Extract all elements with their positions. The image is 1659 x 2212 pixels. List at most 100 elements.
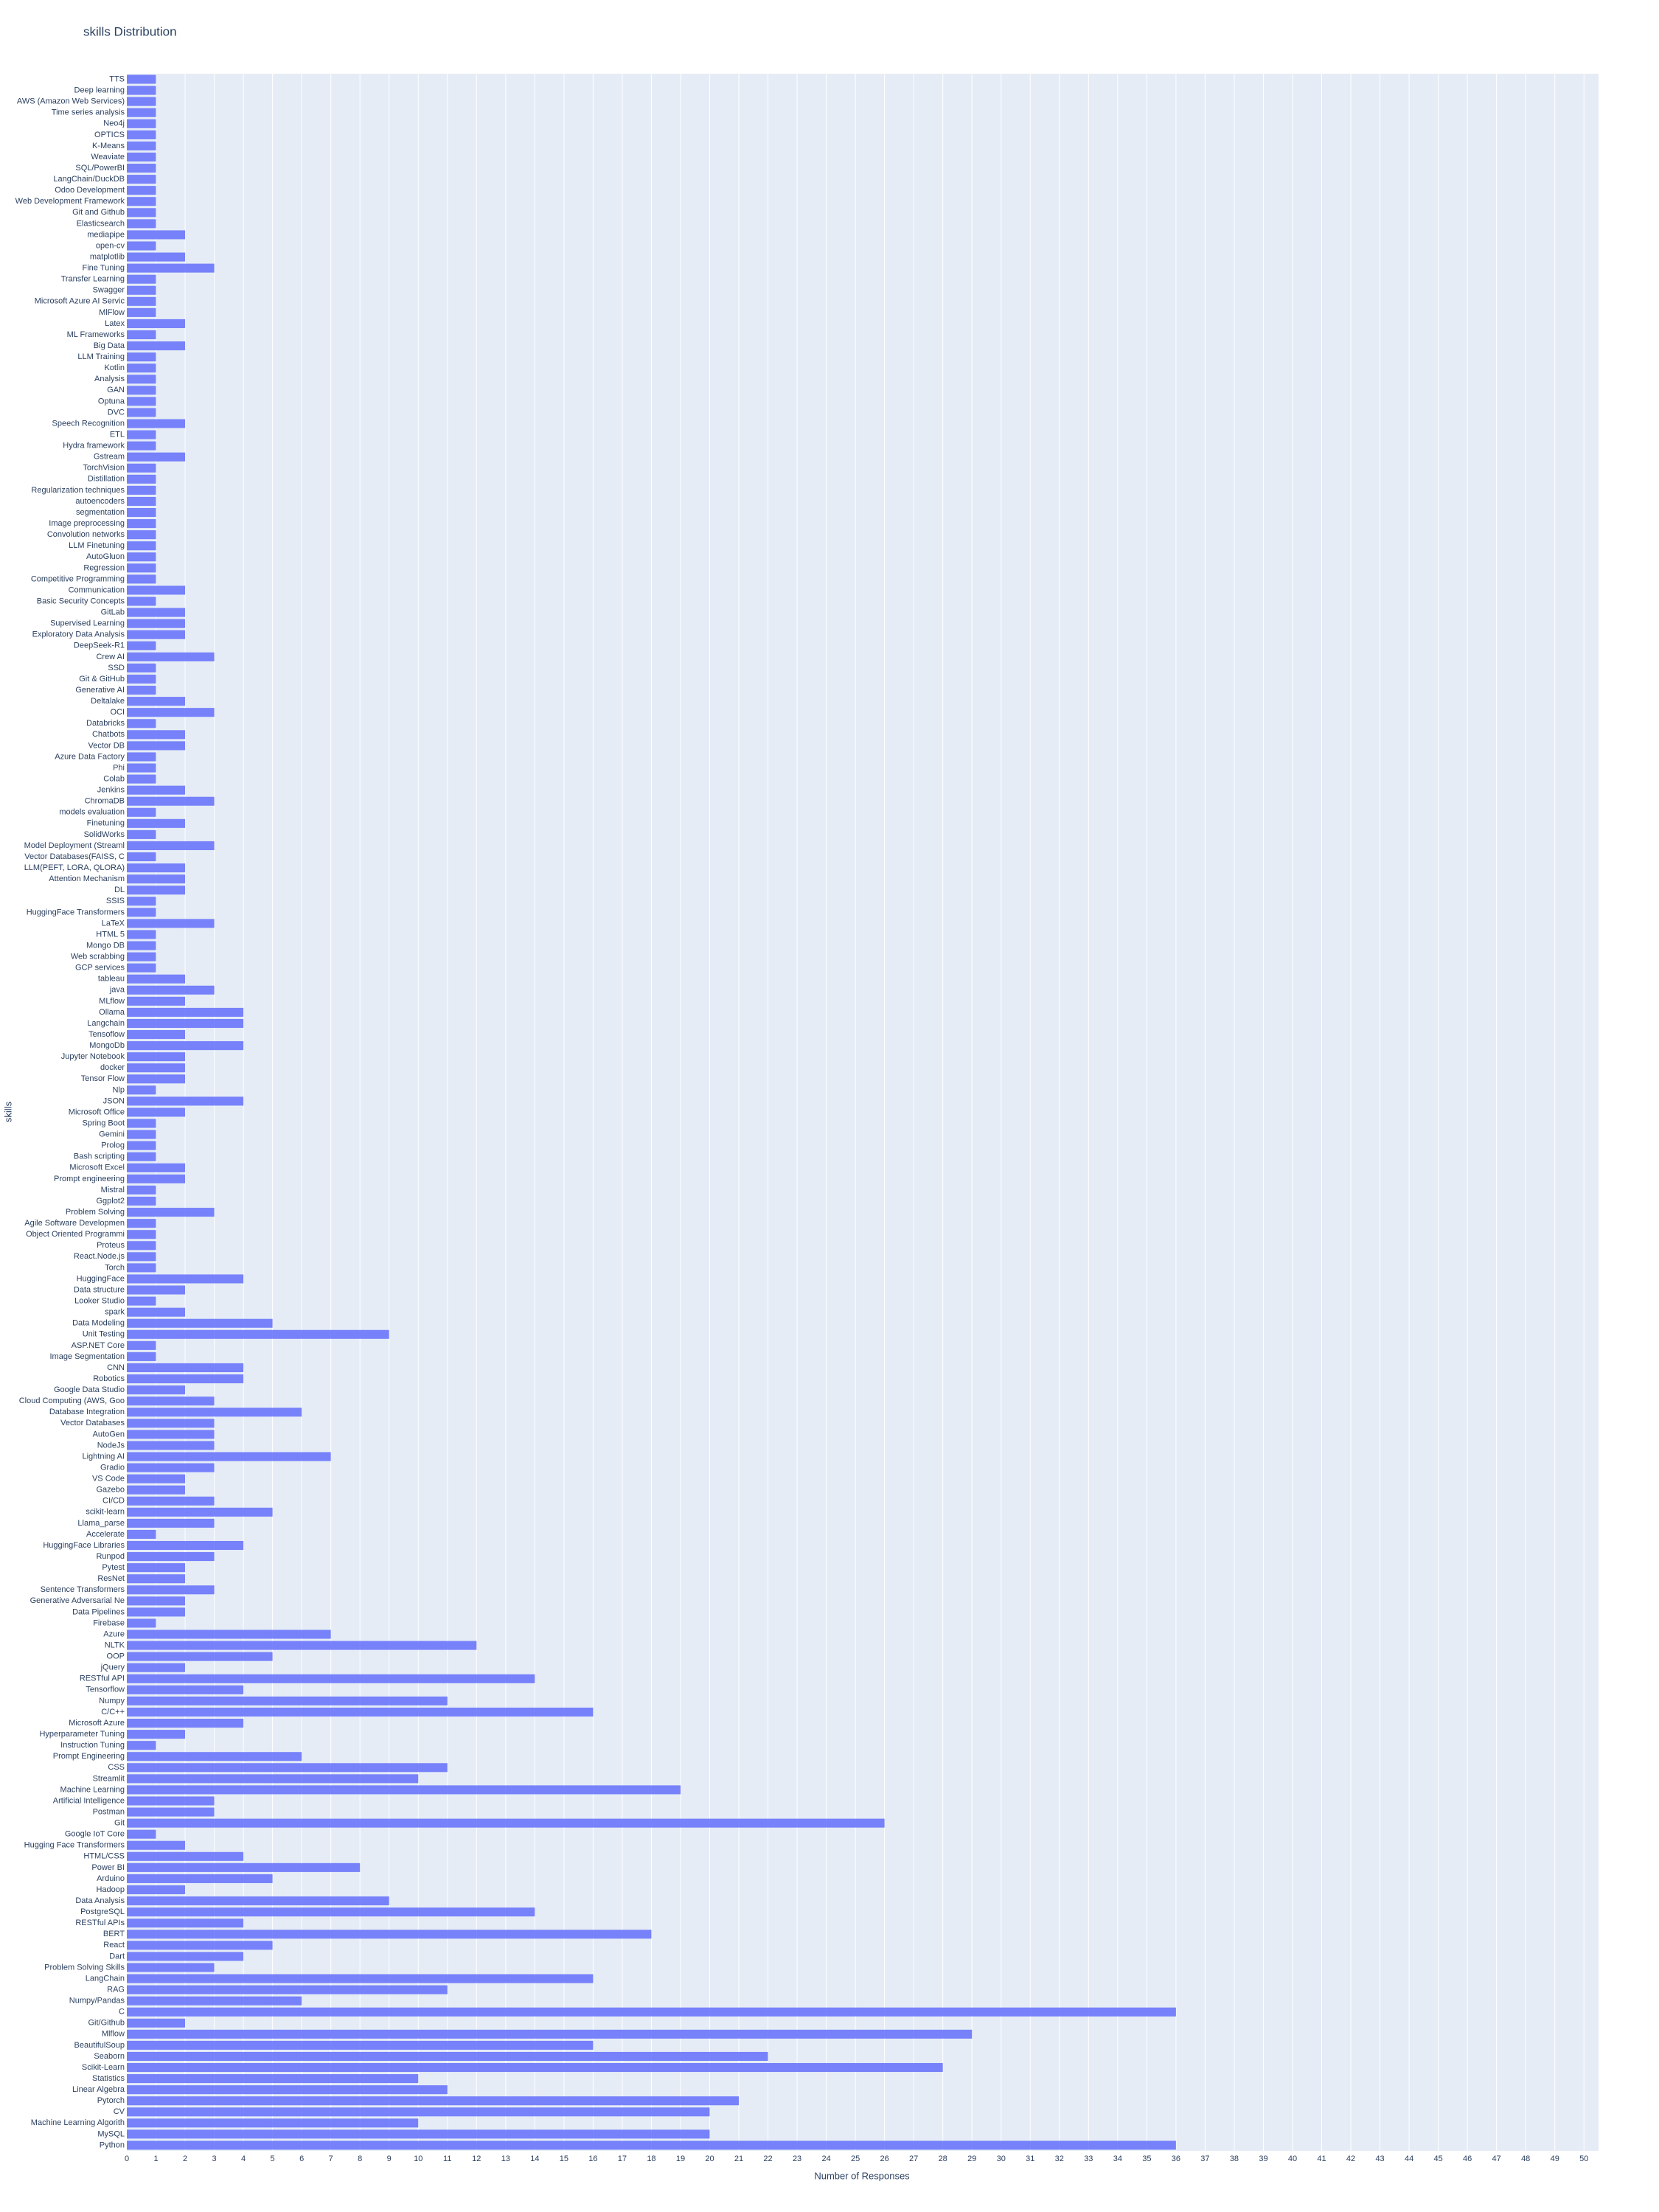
y-tick-label: Numpy	[99, 1697, 125, 1705]
bar	[127, 563, 156, 573]
bar	[127, 1363, 244, 1373]
x-tick-label: 45	[1433, 2154, 1442, 2163]
y-tick-label: Agile Software Developmen	[24, 1219, 125, 1228]
y-tick-label: Numpy/Pandas	[69, 1997, 125, 2006]
y-tick-label: C/C++	[101, 1708, 125, 1717]
x-tick-label: 4	[241, 2154, 246, 2163]
y-tick-label: Langchain	[87, 1019, 125, 1028]
bar	[127, 641, 156, 650]
bar	[127, 2118, 419, 2128]
y-tick-label: Generative Adversarial Ne	[30, 1596, 125, 1605]
x-tick-label: 31	[1026, 2154, 1034, 2163]
bar	[127, 908, 156, 917]
y-tick-label: Statistics	[92, 2074, 125, 2083]
bar	[127, 1329, 389, 1339]
y-tick-label: BeautifulSoup	[74, 2041, 125, 2050]
x-tick-label: 44	[1405, 2154, 1413, 2163]
bar	[127, 1518, 215, 1528]
bar	[127, 2040, 594, 2050]
bar	[127, 763, 156, 773]
bar	[127, 886, 186, 895]
bar	[127, 774, 156, 784]
bar	[127, 1352, 156, 1361]
bar	[127, 686, 156, 695]
y-tick-label: Gazebo	[96, 1486, 125, 1495]
y-tick-label: Git & GitHub	[79, 675, 125, 684]
y-tick-label: Transfer Learning	[61, 275, 125, 284]
y-tick-label: java	[109, 986, 125, 995]
y-tick-label: LLM Finetuning	[69, 541, 125, 550]
y-tick-label: Runpod	[96, 1552, 125, 1561]
bar	[127, 307, 156, 317]
bar	[127, 1818, 885, 1828]
bar	[127, 1296, 156, 1306]
bar	[127, 963, 156, 973]
bar	[127, 74, 156, 84]
bar	[127, 1208, 215, 1217]
bar	[127, 1007, 244, 1017]
y-tick-label: Generative AI	[75, 686, 125, 695]
bar	[127, 830, 156, 839]
bar	[127, 430, 156, 439]
bar	[127, 496, 156, 506]
bar	[127, 1919, 244, 1928]
bar	[127, 619, 186, 628]
y-tick-label: CNN	[107, 1363, 125, 1372]
bar	[127, 941, 156, 950]
x-tick-label: 1	[153, 2154, 158, 2163]
bar	[127, 807, 156, 817]
y-tick-label: SQL/PowerBI	[75, 164, 125, 173]
bar	[127, 1174, 186, 1183]
bar	[127, 1219, 156, 1228]
y-tick-label: Prolog	[101, 1141, 125, 1150]
bar	[127, 330, 156, 340]
y-tick-label: Object Oriented Programmi	[26, 1230, 125, 1239]
y-tick-label: Convolution networks	[47, 530, 125, 539]
bar	[127, 1963, 215, 1972]
bar	[127, 1674, 535, 1683]
y-tick-label: AutoGluon	[86, 552, 125, 561]
bar	[127, 874, 186, 884]
bar	[127, 1630, 331, 1639]
bar	[127, 1018, 244, 1029]
bar	[127, 108, 156, 117]
bar	[127, 241, 156, 251]
bar	[127, 1618, 156, 1628]
bar	[127, 1563, 186, 1573]
y-tick-label: Scikit-Learn	[82, 2063, 125, 2072]
x-tick-label: 49	[1551, 2154, 1559, 2163]
y-tick-label: Unit Testing	[83, 1330, 125, 1339]
x-tick-label: 11	[443, 2154, 451, 2163]
bar	[127, 919, 215, 928]
bar	[127, 1807, 215, 1817]
bar	[127, 485, 156, 495]
y-tick-label: Pytorch	[97, 2096, 125, 2105]
bar	[127, 1574, 186, 1584]
bar	[127, 1041, 244, 1051]
bar	[127, 1085, 156, 1095]
bar	[127, 463, 156, 473]
x-tick-label: 24	[821, 2154, 830, 2163]
y-tick-label: Proteus	[97, 1241, 125, 1250]
bar	[127, 930, 156, 939]
y-tick-label: MySQL	[97, 2129, 125, 2138]
bar	[127, 1685, 244, 1694]
y-tick-label: Finetuning	[87, 819, 125, 828]
bar	[127, 585, 186, 595]
y-tick-label: Crew AI	[96, 653, 125, 661]
bar	[127, 852, 156, 862]
y-tick-label: Machine Learning	[60, 1785, 125, 1794]
y-tick-label: Exploratory Data Analysis	[32, 630, 125, 639]
y-tick-label: Deep learning	[74, 86, 125, 95]
bar	[127, 1641, 477, 1650]
bar	[127, 1952, 244, 1961]
y-axis-title: skills	[2, 1101, 13, 1122]
bar	[127, 1785, 681, 1795]
y-tick-label: Competitive Programming	[31, 574, 125, 583]
y-tick-label: Firebase	[93, 1618, 125, 1627]
chart-title: skills Distribution	[83, 24, 177, 38]
y-tick-label: NLTK	[105, 1641, 125, 1649]
y-tick-label: scikit-learn	[86, 1508, 125, 1517]
y-tick-label: Hyperparameter Tuning	[39, 1730, 125, 1739]
bar	[127, 1030, 186, 1040]
